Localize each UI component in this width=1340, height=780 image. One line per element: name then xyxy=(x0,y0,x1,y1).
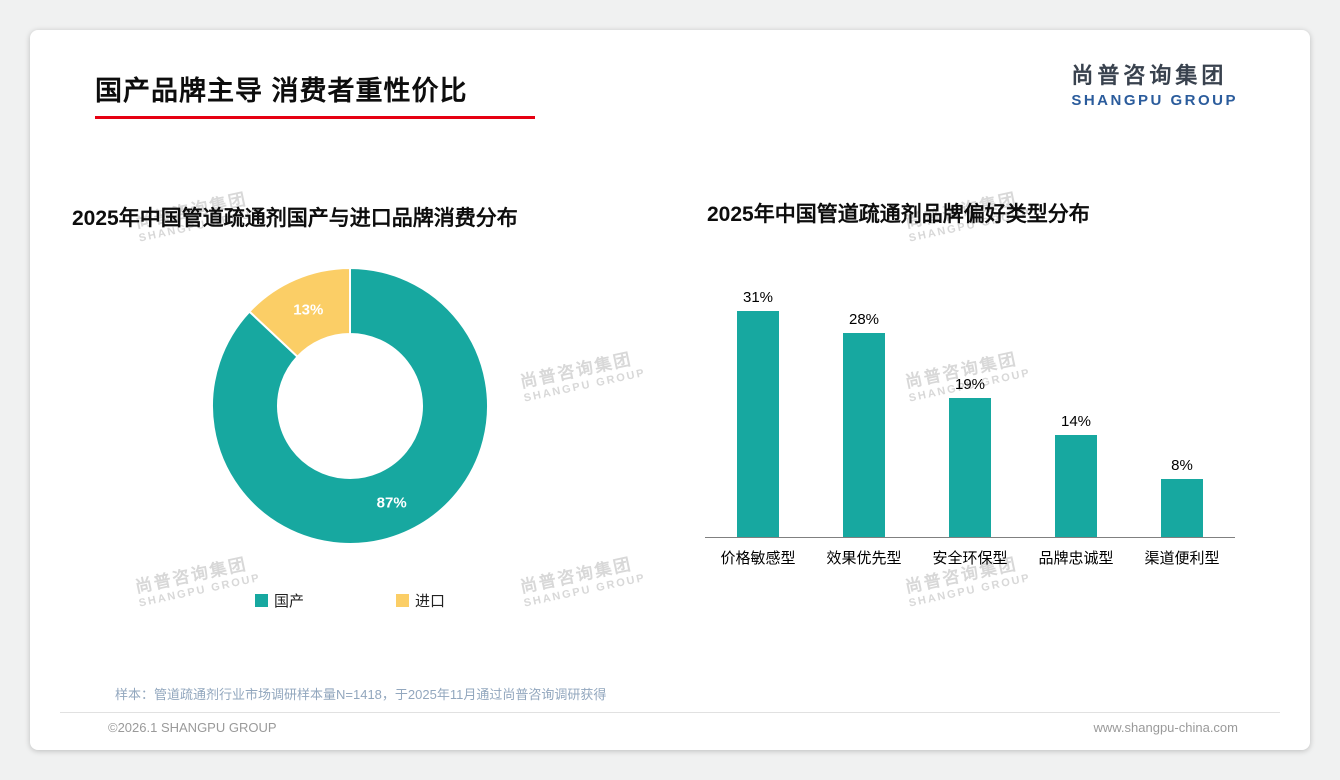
bar-category-label: 渠道便利型 xyxy=(1144,550,1220,567)
bar xyxy=(1161,479,1203,537)
slide-content: 国产品牌主导 消费者重性价比 尚普咨询集团 SHANGPU GROUP 2025… xyxy=(30,30,1310,750)
bar xyxy=(1055,435,1097,537)
bar-category-label: 价格敏感型 xyxy=(720,550,796,567)
bar xyxy=(737,311,779,537)
bar-value-label: 28% xyxy=(848,311,880,328)
copyright: ©2026.1 SHANGPU GROUP xyxy=(108,720,277,735)
bar-category-label: 安全环保型 xyxy=(932,550,1008,567)
legend-label: 进口 xyxy=(415,593,446,610)
bar xyxy=(843,333,885,537)
bar-value-label: 19% xyxy=(954,376,986,393)
donut-value-label: 87% xyxy=(377,494,407,511)
bar-category-label: 效果优先型 xyxy=(826,550,902,567)
bar-value-label: 8% xyxy=(1171,457,1193,474)
sample-note: 样本：管道疏通剂行业市场调研样本量N=1418，于2025年11月通过尚普咨询调… xyxy=(115,687,607,702)
donut-value-label: 13% xyxy=(293,302,323,319)
logo-cn-text: 尚普咨询集团 xyxy=(1071,63,1228,88)
bar-group: 19% xyxy=(917,376,1023,537)
bar xyxy=(949,398,991,537)
bar-chart-title: 2025年中国管道疏通剂品牌偏好类型分布 xyxy=(707,203,1090,226)
footer-divider xyxy=(60,712,1280,713)
bar-value-label: 14% xyxy=(1060,413,1092,430)
website-link[interactable]: www.shangpu-china.com xyxy=(1093,720,1238,735)
legend-item-imported: 进口 xyxy=(396,590,445,611)
logo-en-text: SHANGPU GROUP xyxy=(1071,92,1238,109)
legend-swatch xyxy=(396,594,409,607)
page-title: 国产品牌主导 消费者重性价比 xyxy=(95,76,468,106)
donut-chart: 87% 13% xyxy=(211,266,489,545)
title-underline xyxy=(95,116,535,119)
donut-chart-title: 2025年中国管道疏通剂国产与进口品牌消费分布 xyxy=(72,207,518,230)
donut-segment-domestic xyxy=(211,266,489,545)
bar-group: 14% xyxy=(1023,413,1129,537)
donut-legend: 国产 进口 xyxy=(200,590,500,611)
bar-group: 8% xyxy=(1129,457,1235,537)
bar-group: 28% xyxy=(811,311,917,537)
company-logo: 尚普咨询集团 SHANGPU GROUP xyxy=(1071,58,1238,109)
slide-card: 尚普咨询集团 SHANGPU GROUP 尚普咨询集团 SHANGPU GROUP 尚普… xyxy=(30,30,1310,750)
legend-label: 国产 xyxy=(273,593,304,610)
legend-item-domestic: 国产 xyxy=(254,590,304,611)
bar-chart-plot-area: 31% 28% 19% 14% 8% xyxy=(705,266,1235,538)
bar-chart: 31% 28% 19% 14% 8% 价格敏感型 效果优先型 安全环保型 品牌忠诚型 渠道便利型 xyxy=(705,266,1235,568)
bar-chart-category-axis: 价格敏感型 效果优先型 安全环保型 品牌忠诚型 渠道便利型 xyxy=(705,547,1235,568)
bar-value-label: 31% xyxy=(742,289,774,306)
legend-swatch xyxy=(254,594,268,607)
bar-group: 31% xyxy=(705,289,811,537)
donut-segment-imported xyxy=(247,266,351,359)
bar-category-label: 品牌忠诚型 xyxy=(1038,550,1114,567)
